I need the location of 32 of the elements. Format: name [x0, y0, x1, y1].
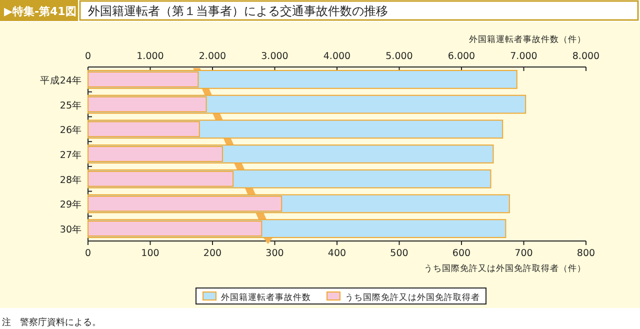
y-tick-label: 30年: [60, 224, 82, 236]
text: ▶特集-第41図: [4, 5, 76, 18]
legend-label: うち国際免許又は外国免許取得者: [345, 292, 480, 303]
chart-title: 外国籍運転者（第１当事者）による交通事故件数の推移: [88, 4, 388, 18]
x2-tick-label: 1.000: [136, 51, 164, 62]
x2-tick-label: 8.000: [572, 51, 600, 62]
x-tick-label: 200: [203, 248, 222, 259]
x2-tick-label: 7.000: [510, 51, 538, 62]
y-tick-label: 25年: [60, 99, 82, 112]
y-tick-label: 27年: [60, 149, 82, 161]
y-tick-label: 平成24年: [40, 74, 82, 86]
x-tick-label: 300: [266, 248, 284, 259]
x2-tick-label: 5.000: [386, 51, 413, 62]
x2-tick-label: 6.000: [448, 51, 476, 62]
x2-tick-label: 3.000: [261, 51, 288, 62]
x-axis-title: うち国際免許又は外国免許取得者（件）: [424, 263, 586, 274]
x2-tick-label: 2.000: [198, 51, 226, 62]
x-tick-label: 700: [514, 248, 533, 259]
y-tick-label: 29年: [60, 198, 82, 211]
legend-label: 外国籍運転者事故件数: [221, 292, 311, 303]
x-tick-label: 800: [576, 248, 596, 259]
x-tick-label: 0: [84, 248, 92, 259]
y-tick-label: 26年: [60, 124, 82, 136]
x2-tick-label: 0: [84, 51, 92, 62]
x-tick-label: 100: [141, 248, 160, 259]
x-tick-label: 500: [390, 248, 408, 259]
y-tick-label: 28年: [60, 174, 82, 186]
x2-axis-title: 外国籍運転者事故件数（件）: [469, 34, 586, 45]
x-tick-label: 400: [328, 248, 346, 259]
x-tick-label: 600: [452, 248, 471, 259]
text: 注 警察庁資料による。: [2, 317, 101, 328]
x2-tick-label: 4.000: [323, 51, 351, 62]
